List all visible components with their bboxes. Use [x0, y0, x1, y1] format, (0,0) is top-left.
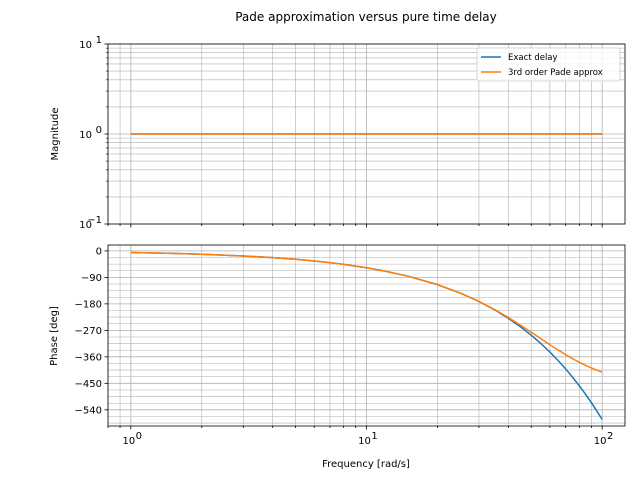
legend-label-pade: 3rd order Pade approx — [508, 68, 603, 78]
legend-label-exact-delay: Exact delay — [508, 53, 558, 63]
phase-y-tick-label: 0 — [96, 246, 102, 257]
phase-y-tick-label: −360 — [75, 352, 102, 363]
phase-ylabel: Phase [deg] — [49, 306, 60, 366]
magnitude-y-tick-label: 10 — [79, 40, 92, 51]
magnitude-ylabel: Magnitude — [50, 108, 61, 161]
phase-x-tick-label: 10 — [122, 436, 135, 447]
phase-x-tick-label: 10 — [358, 436, 371, 447]
phase-y-tick-label: −540 — [75, 405, 102, 416]
legend-frame — [476, 47, 621, 82]
legend: Exact delay 3rd order Pade approx — [476, 47, 621, 82]
phase-series — [130, 251, 603, 420]
phase-x-tick-exponent: 1 — [371, 431, 377, 442]
phase-series-pade-approx — [130, 251, 603, 373]
magnitude-y-tick-label: 10 — [79, 130, 92, 141]
chart-title: Pade approximation versus pure time dela… — [235, 10, 497, 24]
magnitude-y-tick-label: 10 — [79, 220, 92, 231]
magnitude-y-tick-exponent: 1 — [96, 35, 102, 46]
phase-y-tick-label: −180 — [75, 299, 102, 310]
phase-xlabel: Frequency [rad/s] — [322, 459, 410, 470]
phase-grid — [107, 245, 625, 426]
phase-x-tick-label: 10 — [594, 436, 607, 447]
phase-x-tick-exponent: 0 — [136, 431, 142, 442]
phase-y-tick-label: −90 — [81, 273, 102, 284]
phase-y-tick-label: −450 — [75, 379, 102, 390]
magnitude-y-tick-exponent: −1 — [87, 215, 102, 226]
phase-y-tick-label: −270 — [75, 326, 102, 337]
magnitude-y-tick-exponent: 0 — [96, 125, 102, 136]
phase-x-tick-exponent: 2 — [607, 431, 613, 442]
